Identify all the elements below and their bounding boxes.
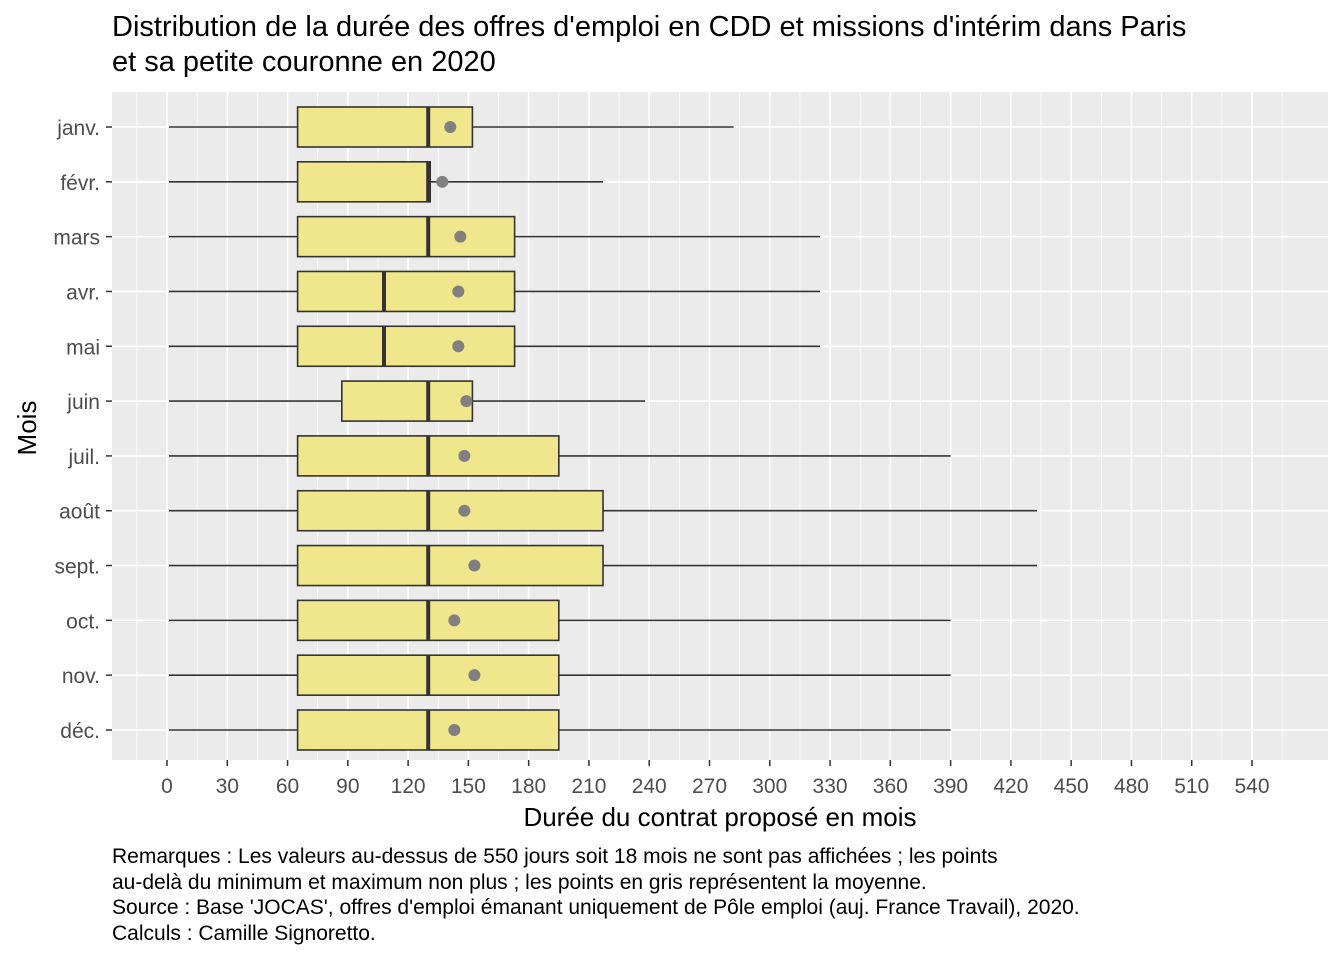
x-tick-label: 330 bbox=[813, 775, 848, 798]
y-tick-label: août bbox=[59, 501, 100, 524]
y-tick-label: déc. bbox=[60, 720, 100, 743]
note-line: Calculs : Camille Signoretto. bbox=[112, 921, 376, 945]
x-tick-label: 210 bbox=[571, 775, 606, 798]
note-line: au-delà du minimum et maximum non plus ;… bbox=[112, 870, 927, 894]
box-août bbox=[296, 489, 604, 532]
x-tick-label: 540 bbox=[1234, 775, 1269, 798]
x-tick-label: 150 bbox=[451, 775, 486, 798]
title-line: Distribution de la durée des offres d'em… bbox=[112, 11, 1187, 43]
x-tick-label: 510 bbox=[1174, 775, 1209, 798]
mean-point bbox=[458, 449, 471, 462]
mean-point bbox=[460, 395, 473, 408]
x-tick-label: 390 bbox=[933, 775, 968, 798]
box-janv. bbox=[296, 106, 474, 148]
note-line: Remarques : Les valeurs au-dessus de 550… bbox=[112, 845, 998, 868]
y-tick-label: oct. bbox=[66, 610, 100, 633]
title-line: et sa petite couronne en 2020 bbox=[112, 46, 496, 78]
y-tick-label: avr. bbox=[66, 281, 100, 304]
x-tick-label: 30 bbox=[216, 775, 239, 798]
y-tick-label: mars bbox=[53, 227, 100, 250]
mean-point bbox=[444, 121, 457, 133]
y-tick-label: mai bbox=[66, 336, 100, 359]
y-tick-label: janv. bbox=[56, 117, 100, 140]
mean-point bbox=[458, 504, 471, 517]
mean-point bbox=[468, 669, 481, 682]
x-tick-label: 480 bbox=[1114, 775, 1149, 798]
mean-point bbox=[452, 340, 465, 353]
y-tick-label: juil. bbox=[67, 446, 100, 469]
mean-point bbox=[436, 175, 449, 188]
mean-point bbox=[468, 559, 481, 572]
x-tick-label: 420 bbox=[993, 775, 1028, 798]
box-févr. bbox=[296, 161, 432, 203]
x-tick-label: 270 bbox=[692, 775, 727, 798]
box-juin bbox=[341, 380, 474, 422]
x-tick-label: 90 bbox=[336, 775, 359, 798]
mean-point bbox=[448, 724, 461, 736]
chart-notes: Remarques : Les valeurs au-dessus de 550… bbox=[112, 844, 1080, 946]
x-tick-label: 450 bbox=[1054, 775, 1089, 798]
panel-background bbox=[112, 92, 1328, 760]
note-line: Source : Base 'JOCAS', offres d'emploi é… bbox=[112, 896, 1080, 919]
x-tick-label: 60 bbox=[276, 775, 299, 798]
x-tick-label: 180 bbox=[511, 775, 546, 798]
box-mai bbox=[296, 325, 516, 368]
box-mars bbox=[296, 215, 516, 258]
box-avr. bbox=[296, 270, 516, 313]
box-sept. bbox=[296, 544, 604, 587]
y-tick-label: févr. bbox=[60, 172, 100, 195]
mean-point bbox=[448, 614, 461, 627]
y-tick-label: sept. bbox=[54, 556, 100, 579]
x-tick-label: 300 bbox=[752, 775, 787, 798]
y-tick-label: nov. bbox=[62, 665, 100, 688]
x-axis-label: Durée du contrat proposé en mois bbox=[523, 802, 916, 832]
x-tick-label: 0 bbox=[161, 775, 173, 798]
mean-point bbox=[452, 285, 465, 298]
x-tick-label: 360 bbox=[873, 775, 908, 798]
mean-point bbox=[454, 230, 467, 243]
y-axis-label: Mois bbox=[12, 401, 42, 456]
x-tick-label: 120 bbox=[391, 775, 426, 798]
y-tick-label: juin bbox=[66, 391, 100, 414]
chart-title: Distribution de la durée des offres d'em… bbox=[112, 10, 1332, 80]
x-tick-label: 240 bbox=[632, 775, 667, 798]
